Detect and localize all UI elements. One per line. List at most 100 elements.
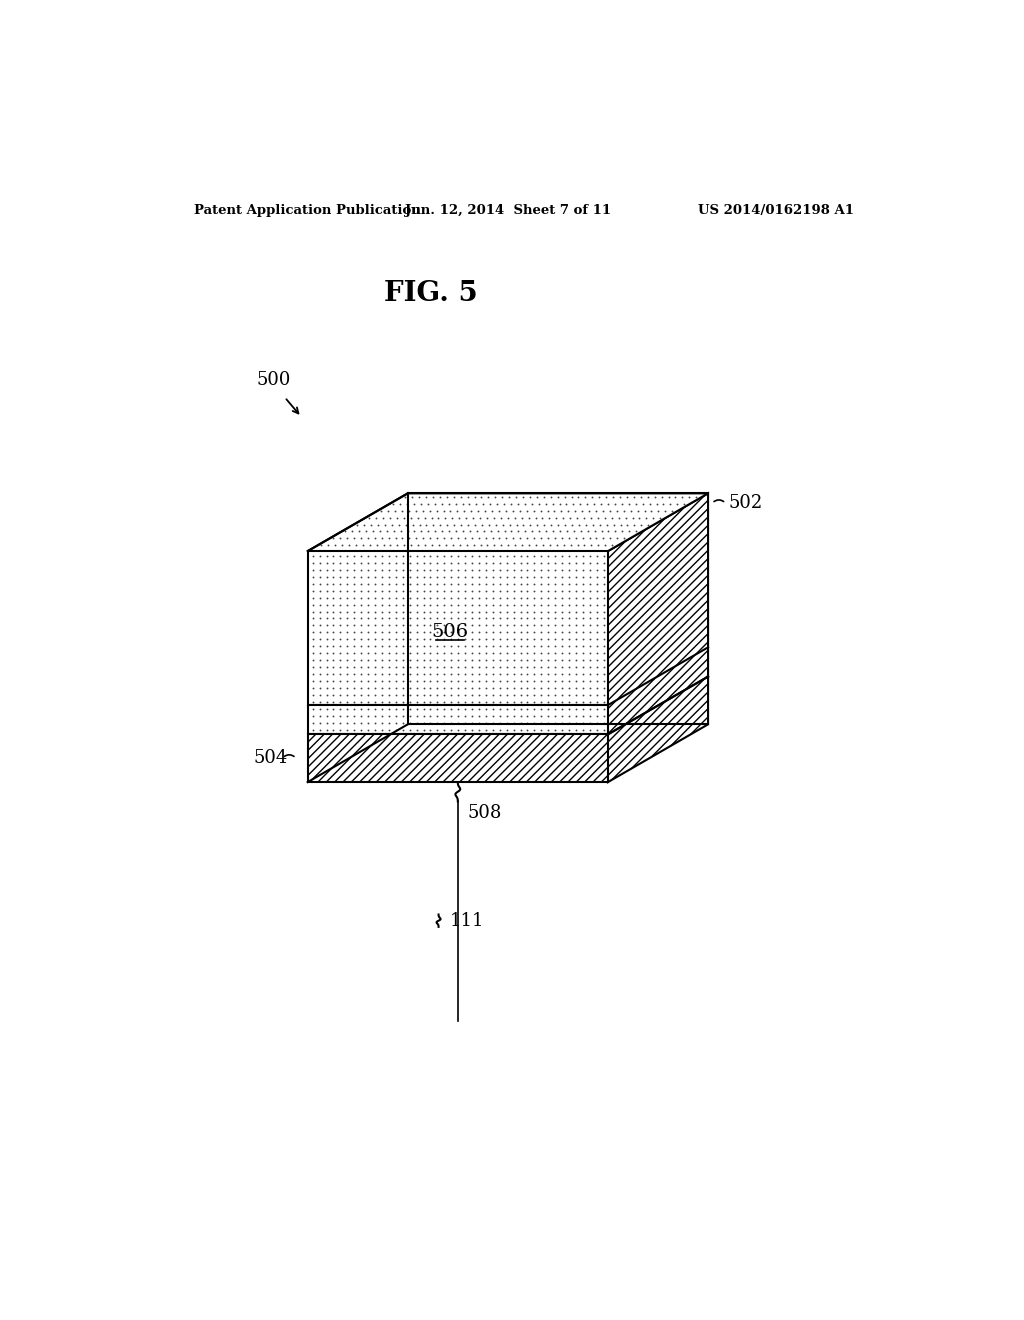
Point — [527, 507, 544, 528]
Point — [326, 643, 342, 664]
Point — [463, 500, 479, 521]
Point — [397, 486, 414, 507]
Point — [626, 486, 642, 507]
Point — [598, 486, 614, 507]
Point — [554, 698, 570, 719]
Point — [519, 528, 536, 549]
Point — [353, 573, 370, 594]
Point — [346, 560, 362, 581]
Point — [311, 684, 328, 705]
Point — [311, 713, 328, 734]
Point — [443, 609, 460, 630]
Point — [453, 486, 469, 507]
Point — [326, 573, 342, 594]
Point — [554, 636, 570, 657]
Point — [332, 587, 348, 609]
Point — [464, 528, 480, 549]
Point — [526, 581, 543, 602]
Point — [508, 486, 524, 507]
Point — [519, 573, 536, 594]
Polygon shape — [307, 705, 608, 734]
Point — [388, 573, 404, 594]
Point — [464, 594, 480, 615]
Point — [540, 684, 556, 705]
Point — [561, 643, 578, 664]
Point — [568, 553, 585, 574]
Point — [582, 684, 598, 705]
Point — [652, 507, 669, 528]
Point — [450, 628, 466, 649]
Point — [547, 594, 563, 615]
Point — [416, 622, 432, 643]
Point — [409, 671, 425, 692]
Point — [409, 545, 425, 566]
Point — [416, 692, 432, 713]
Point — [388, 677, 404, 698]
Point — [435, 500, 452, 521]
Point — [526, 649, 543, 671]
Point — [561, 601, 578, 622]
Point — [460, 513, 476, 535]
Point — [584, 486, 600, 507]
Point — [304, 692, 321, 713]
Point — [471, 566, 487, 587]
Point — [534, 664, 550, 685]
Point — [409, 615, 425, 636]
Point — [471, 692, 487, 713]
Point — [589, 601, 605, 622]
Point — [574, 643, 591, 664]
Point — [318, 581, 335, 602]
Point — [408, 500, 424, 521]
Point — [325, 528, 341, 549]
Point — [339, 581, 355, 602]
Point — [512, 706, 528, 727]
Point — [547, 573, 563, 594]
Point — [381, 677, 397, 698]
Point — [499, 706, 515, 727]
Point — [484, 601, 501, 622]
Point — [615, 500, 632, 521]
Point — [554, 719, 570, 741]
Point — [418, 486, 434, 507]
Point — [353, 601, 370, 622]
Point — [506, 553, 522, 574]
Point — [471, 615, 487, 636]
Point — [561, 656, 578, 677]
Point — [452, 507, 468, 528]
Point — [339, 719, 355, 741]
Point — [538, 521, 554, 543]
Point — [484, 609, 501, 630]
Point — [359, 698, 376, 719]
Point — [381, 636, 397, 657]
Point — [520, 507, 537, 528]
Point — [376, 535, 392, 556]
Point — [512, 566, 528, 587]
Point — [556, 486, 572, 507]
Point — [346, 643, 362, 664]
Point — [416, 581, 432, 602]
Point — [384, 513, 400, 535]
Point — [547, 656, 563, 677]
Point — [464, 671, 480, 692]
Point — [484, 692, 501, 713]
Point — [332, 601, 348, 622]
Point — [633, 486, 649, 507]
Point — [373, 500, 389, 521]
Point — [346, 581, 362, 602]
Point — [499, 594, 515, 615]
Point — [563, 486, 580, 507]
Point — [429, 528, 445, 549]
Point — [450, 622, 466, 643]
Point — [416, 560, 432, 581]
Point — [526, 566, 543, 587]
Point — [353, 643, 370, 664]
Point — [374, 545, 390, 566]
Point — [512, 684, 528, 705]
Point — [681, 486, 697, 507]
Point — [506, 622, 522, 643]
Point — [506, 587, 522, 609]
Point — [589, 713, 605, 734]
Point — [444, 535, 461, 556]
Point — [492, 609, 508, 630]
Point — [388, 719, 404, 741]
